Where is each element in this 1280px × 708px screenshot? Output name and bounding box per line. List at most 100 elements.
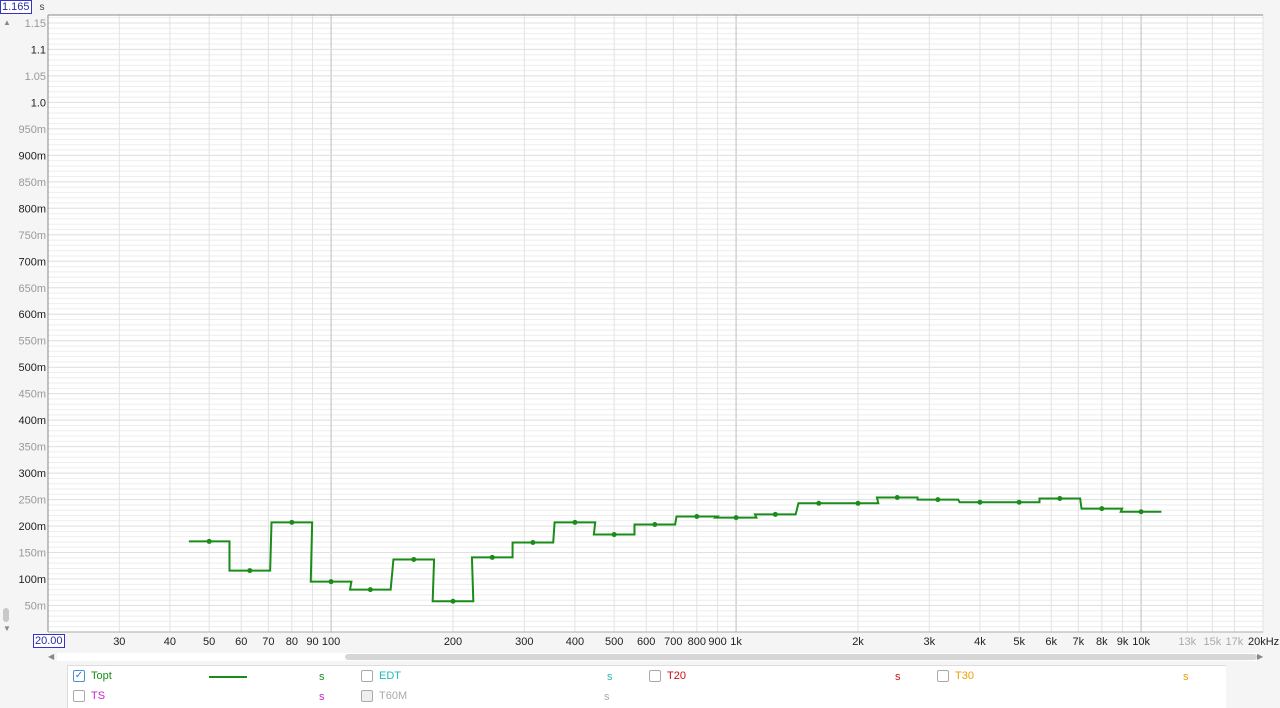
- data-point: [855, 500, 861, 506]
- x-tick-label: 15k: [1204, 636, 1222, 648]
- x-tick-label: 40: [164, 636, 176, 648]
- x-tick-label: 60: [235, 636, 247, 648]
- x-tick-label: 600: [637, 636, 655, 648]
- legend-label: T20: [667, 670, 686, 682]
- legend-label: Topt: [91, 670, 112, 682]
- x-tick-label: 6k: [1045, 636, 1057, 648]
- x-tick-label: 10k: [1132, 636, 1150, 648]
- checkbox-checked-icon[interactable]: ✓: [73, 670, 85, 682]
- y-tick-label: 850m: [18, 177, 46, 189]
- y-tick-label: 950m: [18, 124, 46, 136]
- y-tick-label: 600m: [18, 309, 46, 321]
- y-tick-label: 750m: [18, 230, 46, 242]
- data-point: [411, 556, 417, 562]
- x-tick-label: 300: [515, 636, 533, 648]
- legend-item-t30[interactable]: T30: [937, 670, 974, 682]
- x-tick-label: 20kHz: [1248, 636, 1279, 648]
- legend-item-topt[interactable]: ✓ Topt: [73, 670, 112, 682]
- x-tick-label: 1k: [730, 636, 742, 648]
- y-tick-label: 300m: [18, 468, 46, 480]
- legend-unit: s: [319, 691, 325, 703]
- y-tick-label: 650m: [18, 283, 46, 295]
- y-tick-label: 450m: [18, 389, 46, 401]
- data-point: [894, 494, 900, 500]
- scroll-left-icon[interactable]: ◀: [48, 652, 55, 661]
- y-tick-label: 1.0: [31, 97, 46, 109]
- data-point: [611, 532, 617, 538]
- data-point: [289, 519, 295, 525]
- scroll-right-icon[interactable]: ▶: [1257, 652, 1264, 661]
- x-tick-label: 50: [203, 636, 215, 648]
- data-point: [652, 521, 658, 527]
- legend-item-t60m[interactable]: T60M: [361, 690, 407, 702]
- y-tick-label: 200m: [18, 521, 46, 533]
- y-tick-label: 150m: [18, 548, 46, 560]
- vertical-scrollbar[interactable]: [3, 608, 9, 622]
- scroll-up-icon[interactable]: ▲: [3, 18, 11, 27]
- legend-unit: s: [1183, 671, 1189, 683]
- checkbox-icon[interactable]: [361, 690, 373, 702]
- x-tick-label: 100: [322, 636, 340, 648]
- legend-item-edt[interactable]: EDT: [361, 670, 401, 682]
- rt-chart[interactable]: 30 40 50 60 70 80 90 100 200 300 400 500 600 700 800 90…: [0, 0, 1280, 650]
- x-tick-label: 90: [306, 636, 318, 648]
- y-tick-label: 700m: [18, 256, 46, 268]
- data-point: [450, 598, 456, 604]
- data-point: [489, 554, 495, 560]
- y-tick-label: 250m: [18, 495, 46, 507]
- x-tick-label: 4k: [974, 636, 986, 648]
- y-tick-label: 550m: [18, 336, 46, 348]
- legend-label: T60M: [379, 690, 408, 702]
- legend-item-ts[interactable]: TS: [73, 690, 105, 702]
- y-tick-label: 50m: [25, 601, 46, 613]
- x-tick-label: 70: [262, 636, 274, 648]
- x-tick-label: 8k: [1096, 636, 1108, 648]
- x-tick-label: 900: [708, 636, 726, 648]
- data-point: [733, 515, 739, 521]
- series-line-topt: [188, 496, 1162, 603]
- data-point: [206, 538, 212, 544]
- data-point: [572, 519, 578, 525]
- data-point: [694, 514, 700, 520]
- x-tick-label: 200: [444, 636, 462, 648]
- legend-unit: s: [604, 691, 610, 703]
- y-tick-label: 1.15: [25, 18, 46, 30]
- checkbox-icon[interactable]: [361, 670, 373, 682]
- x-tick-label: 9k: [1117, 636, 1129, 648]
- legend-unit: s: [895, 671, 901, 683]
- legend-item-t20[interactable]: T20: [649, 670, 686, 682]
- checkbox-icon[interactable]: [73, 690, 85, 702]
- data-point: [816, 500, 822, 506]
- data-point: [530, 539, 536, 545]
- horizontal-scrollbar[interactable]: [57, 653, 1257, 661]
- y-max-input[interactable]: 1.165: [0, 0, 32, 14]
- x-tick-label: 30: [113, 636, 125, 648]
- data-point: [772, 511, 778, 517]
- checkbox-icon[interactable]: [937, 670, 949, 682]
- scroll-down-icon[interactable]: ▼: [3, 624, 11, 633]
- checkbox-icon[interactable]: [649, 670, 661, 682]
- legend-unit: s: [319, 671, 325, 683]
- x-tick-label: 17k: [1226, 636, 1244, 648]
- data-point: [247, 568, 253, 574]
- y-tick-label: 350m: [18, 442, 46, 454]
- x-tick-label: 500: [605, 636, 623, 648]
- legend-panel: ✓ Topt s EDT s T20 s T30 s TS s T60M s: [67, 665, 1226, 708]
- y-tick-label: 400m: [18, 415, 46, 427]
- x-tick-label: 700: [664, 636, 682, 648]
- y-tick-label: 800m: [18, 203, 46, 215]
- y-tick-label: 500m: [18, 362, 46, 374]
- x-tick-label: 13k: [1178, 636, 1196, 648]
- x-min-input[interactable]: 20.00: [33, 634, 65, 648]
- data-point: [1099, 506, 1105, 512]
- legend-unit: s: [607, 671, 613, 683]
- data-point: [977, 499, 983, 505]
- y-tick-label: 900m: [18, 150, 46, 162]
- x-tick-label: 2k: [852, 636, 864, 648]
- data-point: [1016, 499, 1022, 505]
- y-unit-label: s: [40, 2, 45, 13]
- x-tick-label: 800: [688, 636, 706, 648]
- y-tick-label: 100m: [18, 574, 46, 586]
- data-point: [328, 579, 334, 585]
- x-tick-label: 5k: [1013, 636, 1025, 648]
